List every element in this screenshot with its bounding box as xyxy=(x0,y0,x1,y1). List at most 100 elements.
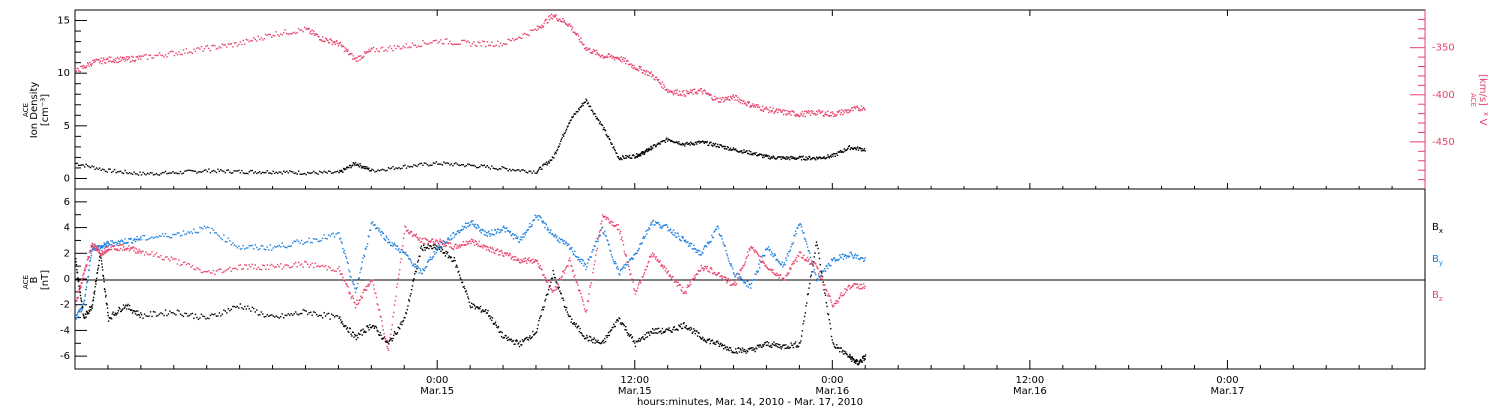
density-point xyxy=(455,162,457,164)
bz-point xyxy=(437,242,440,245)
bz-point xyxy=(441,243,444,246)
by-point xyxy=(648,228,651,230)
by-point xyxy=(651,223,653,226)
bx-point xyxy=(367,326,369,329)
by-point xyxy=(645,233,648,235)
bx-point xyxy=(791,344,793,346)
by-point xyxy=(851,255,854,257)
bx-point xyxy=(653,329,655,331)
bx-point xyxy=(531,336,533,338)
by-point xyxy=(818,276,821,279)
by-point xyxy=(100,244,103,247)
velocity-point xyxy=(836,113,838,116)
bx-point xyxy=(96,271,99,274)
bx-point xyxy=(128,304,131,307)
velocity-point xyxy=(658,81,661,84)
density-point xyxy=(558,145,560,148)
bz-point xyxy=(561,275,563,278)
bz-point xyxy=(834,302,836,305)
density-point xyxy=(714,143,716,145)
density-point xyxy=(547,160,550,163)
velocity-point xyxy=(242,39,245,42)
density-point xyxy=(702,141,705,143)
velocity-point xyxy=(791,110,794,112)
velocity-point xyxy=(121,57,123,60)
density-point xyxy=(735,149,738,152)
bz-point xyxy=(426,239,429,241)
bx-point xyxy=(124,306,126,308)
by-point xyxy=(430,258,432,260)
bx-point xyxy=(431,247,434,250)
bz-point xyxy=(634,289,636,292)
density-point xyxy=(790,155,792,158)
bz-point xyxy=(608,221,610,224)
velocity-point xyxy=(803,110,806,113)
bx-point xyxy=(160,312,162,314)
bx-point xyxy=(552,269,554,272)
by-point xyxy=(137,238,140,241)
velocity-point xyxy=(80,65,82,68)
bz-point xyxy=(407,229,409,231)
bz-point xyxy=(529,259,532,262)
bz-point xyxy=(421,238,423,240)
velocity-point xyxy=(399,48,402,50)
bx-point xyxy=(419,255,421,257)
velocity-point xyxy=(118,58,120,60)
by-point xyxy=(747,280,749,282)
density-point xyxy=(724,145,726,148)
bz-point xyxy=(354,302,356,304)
bz-point xyxy=(360,297,363,299)
x-tick-time: 12:00 xyxy=(620,375,649,386)
by-point xyxy=(650,222,652,224)
bz-point xyxy=(676,285,679,287)
by-point xyxy=(85,286,88,288)
bx-point xyxy=(76,271,79,274)
bz-point xyxy=(89,250,91,253)
bz-point xyxy=(298,261,300,264)
bz-point xyxy=(705,268,708,270)
bz-point xyxy=(80,286,82,288)
bx-point xyxy=(398,327,400,329)
velocity-point xyxy=(551,18,554,20)
by-point xyxy=(81,308,83,310)
velocity-point xyxy=(260,37,262,39)
by-point xyxy=(803,237,806,240)
bx-point xyxy=(863,359,865,362)
by-point xyxy=(816,278,819,280)
bx-point xyxy=(705,340,707,343)
velocity-point xyxy=(308,27,310,30)
bz-point xyxy=(98,252,101,254)
bx-point xyxy=(678,325,681,327)
by-point xyxy=(482,229,484,232)
density-point xyxy=(750,153,753,156)
density-point xyxy=(212,169,215,172)
bx-point xyxy=(397,326,399,329)
density-point xyxy=(483,164,485,166)
velocity-point xyxy=(341,45,343,48)
density-point xyxy=(200,171,203,173)
bx-point xyxy=(138,314,141,316)
bx-point xyxy=(440,247,443,249)
by-point xyxy=(208,226,210,229)
bz-point xyxy=(517,258,519,260)
density-point xyxy=(747,153,750,155)
density-point xyxy=(616,156,619,158)
density-point xyxy=(593,112,595,115)
velocity-point xyxy=(724,96,726,99)
by-point xyxy=(453,236,456,238)
by-point xyxy=(463,226,465,229)
velocity-point xyxy=(808,112,810,114)
by-point xyxy=(468,224,471,227)
by-point xyxy=(773,255,775,257)
velocity-point xyxy=(607,53,610,55)
by-point xyxy=(376,227,378,229)
by-point xyxy=(462,228,465,231)
bx-point xyxy=(684,327,687,329)
velocity-point xyxy=(429,41,432,44)
velocity-point xyxy=(233,42,236,44)
by-point xyxy=(745,279,747,282)
by-point xyxy=(373,224,375,226)
by-point xyxy=(130,237,132,240)
density-point xyxy=(745,150,747,153)
bx-point xyxy=(142,317,144,319)
